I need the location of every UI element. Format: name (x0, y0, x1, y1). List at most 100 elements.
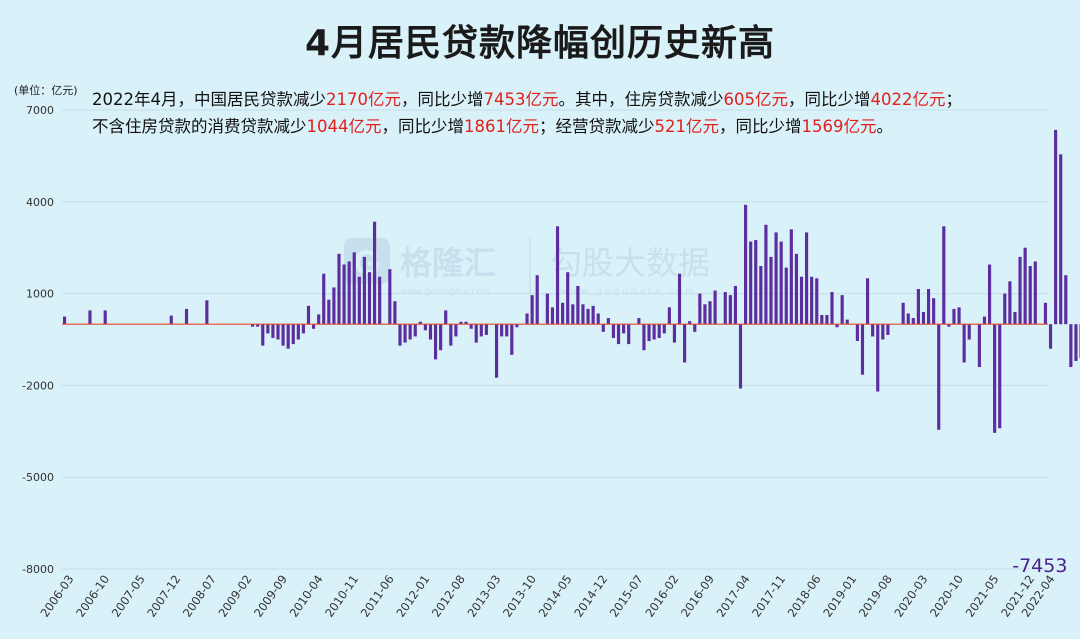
bar (830, 292, 834, 325)
bar (103, 310, 107, 325)
x-tick-label: 2017-04 (714, 572, 753, 619)
bar (799, 276, 804, 325)
bar (1018, 256, 1022, 325)
subtitle-line2-run-5: 521亿元 (654, 117, 720, 136)
bar (271, 324, 275, 338)
bar (500, 324, 504, 337)
x-tick-label: 2021-05 (963, 572, 1002, 619)
bar (332, 287, 336, 325)
bar (494, 324, 499, 378)
bar (764, 224, 768, 325)
bar (403, 324, 407, 343)
bar (1074, 324, 1078, 361)
subtitle-line2-run-1: 1044亿元 (306, 117, 382, 136)
x-tick-label: 2012-01 (393, 572, 432, 619)
subtitle-line2-run-4: ；经营贷款减少 (539, 117, 655, 136)
bar (510, 324, 514, 355)
bar (698, 293, 702, 325)
bar (993, 324, 997, 433)
bar (911, 318, 915, 325)
bar (825, 315, 829, 325)
bar (754, 240, 758, 325)
bar (352, 252, 356, 325)
bar (347, 261, 351, 325)
bar (327, 299, 331, 325)
bar (408, 324, 412, 340)
bar (1028, 266, 1032, 325)
bar (561, 302, 565, 325)
bar (378, 276, 382, 325)
bar (454, 324, 458, 337)
bar (398, 324, 402, 346)
bar (301, 324, 305, 334)
bar (205, 300, 209, 325)
subtitle-line2-run-2: ，同比少增 (381, 117, 465, 136)
bar (932, 298, 936, 325)
bar (464, 321, 468, 325)
bar (1033, 261, 1037, 325)
bar (184, 308, 189, 325)
x-tick-label: 2013-10 (500, 572, 539, 619)
bar (611, 324, 616, 338)
bar (550, 307, 555, 325)
bar (1059, 154, 1063, 325)
x-tick-label: 2007-05 (109, 572, 148, 619)
bar (596, 313, 600, 325)
bar (535, 275, 539, 325)
subtitle-line2-run-7: 1569亿元 (801, 117, 877, 136)
bar (688, 321, 692, 325)
bar (459, 321, 463, 325)
x-tick-label: 2020-10 (927, 572, 966, 619)
bar (876, 324, 880, 392)
bar (622, 324, 626, 334)
bar (317, 314, 321, 325)
bar (413, 324, 417, 337)
unit-label: (单位：亿元) (14, 84, 78, 97)
subtitle-line2-run-3: 1861亿元 (464, 117, 539, 136)
bar (418, 321, 422, 325)
subtitle-line2-run-8: 。 (876, 117, 894, 136)
bar (810, 276, 814, 325)
bar (835, 324, 839, 328)
bar (952, 308, 956, 325)
bar (286, 324, 290, 349)
subtitle-line2-run-0: 不含住房贷款的消费贷款减少 (92, 117, 307, 136)
x-tick-label: 2009-02 (215, 572, 254, 619)
bar (88, 310, 92, 325)
x-tick-label: 2006-10 (73, 572, 112, 619)
bar (1043, 302, 1048, 325)
x-tick-label: 2017-11 (749, 572, 788, 619)
bar (428, 324, 433, 340)
bar (586, 308, 590, 325)
bar (357, 276, 361, 325)
bar (439, 324, 443, 351)
bar (713, 290, 717, 325)
x-tick-label: 2016-09 (678, 572, 717, 619)
bar (484, 324, 488, 335)
y-tick-label: 4000 (26, 196, 54, 209)
bar (479, 324, 483, 337)
x-tick-label: 2020-03 (891, 572, 930, 619)
bar (977, 324, 981, 368)
bar (840, 295, 844, 325)
bar (555, 226, 560, 325)
bar (901, 302, 905, 325)
bar (926, 289, 931, 325)
bar (942, 226, 946, 325)
bar (261, 324, 265, 346)
bar (998, 324, 1002, 429)
subtitle-line-1: 2022年4月，中国居民贷款减少2170亿元，同比少增7453亿元。其中，住房贷… (92, 86, 1052, 113)
bar (306, 305, 311, 325)
bar (865, 278, 870, 325)
bar (820, 315, 824, 325)
bar (815, 278, 819, 325)
bar (769, 256, 773, 325)
bar (505, 324, 509, 337)
x-tick-label: 2011-06 (358, 572, 397, 619)
bar (296, 324, 300, 340)
bar (637, 318, 641, 325)
bar (342, 264, 346, 325)
bar (1013, 311, 1017, 325)
bar (860, 324, 865, 375)
bar (169, 315, 173, 325)
